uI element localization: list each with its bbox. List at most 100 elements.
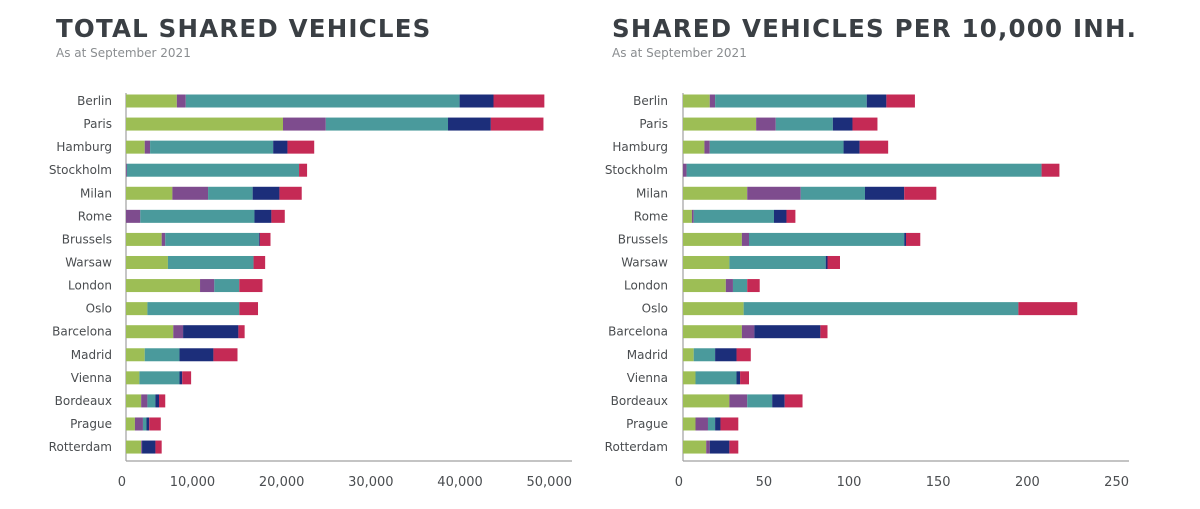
x-tick-label: 150 bbox=[926, 475, 951, 490]
bar-segment-green bbox=[126, 94, 177, 108]
bar-segment-red bbox=[259, 232, 271, 246]
category-label: Rome bbox=[634, 209, 668, 223]
x-tick-label: 200 bbox=[1015, 475, 1040, 490]
category-label: Hamburg bbox=[612, 140, 668, 154]
bar-segment-navy bbox=[179, 371, 183, 385]
bar-segment-purple bbox=[144, 140, 151, 154]
x-tick-label: 0 bbox=[118, 475, 126, 490]
category-label: Madrid bbox=[71, 348, 112, 362]
bar-segment-navy bbox=[736, 371, 741, 385]
category-label: London bbox=[68, 279, 112, 293]
bar-segment-navy bbox=[825, 255, 828, 269]
category-label: Berlin bbox=[633, 94, 668, 108]
category-label: London bbox=[624, 279, 668, 293]
bar-segment-green bbox=[126, 117, 283, 131]
bar-segment-teal bbox=[729, 255, 826, 269]
category-label: Prague bbox=[70, 417, 112, 431]
bar-segment-purple bbox=[756, 117, 776, 131]
bar-segment-teal bbox=[800, 186, 865, 200]
bar-segment-red bbox=[159, 394, 166, 408]
bar-segment-purple bbox=[741, 232, 750, 246]
bar-segment-purple bbox=[126, 163, 127, 177]
bar-segment-green bbox=[126, 417, 135, 431]
category-label: Hamburg bbox=[56, 140, 112, 154]
bar-segment-navy bbox=[866, 94, 887, 108]
bar-segment-green bbox=[683, 348, 694, 362]
bar-segment-red bbox=[155, 440, 162, 454]
category-label: Brussels bbox=[62, 232, 112, 246]
bar-segment-purple bbox=[691, 209, 694, 223]
bar-segment-purple bbox=[725, 279, 733, 293]
bar-segment-teal bbox=[142, 417, 147, 431]
bar-segment-teal bbox=[139, 371, 180, 385]
bar-segment-teal bbox=[147, 302, 240, 316]
bar-segment-red bbox=[827, 255, 840, 269]
bar-segment-green bbox=[683, 140, 705, 154]
x-tick-label: 40,000 bbox=[437, 475, 483, 490]
chart-title: TOTAL SHARED VEHICLES bbox=[56, 14, 432, 43]
bar-segment-red bbox=[786, 209, 796, 223]
bar-segment-navy bbox=[715, 417, 721, 431]
category-label: Barcelona bbox=[608, 325, 668, 339]
category-label: Warsaw bbox=[621, 255, 668, 269]
bar-segment-teal bbox=[749, 232, 905, 246]
bar-segment-teal bbox=[743, 302, 1019, 316]
bar-segment-purple bbox=[126, 209, 141, 223]
category-label: Madrid bbox=[627, 348, 668, 362]
bar-segment-red bbox=[1018, 302, 1078, 316]
bar-segment-navy bbox=[772, 394, 785, 408]
bar-segment-purple bbox=[729, 394, 748, 408]
bar-segment-purple bbox=[706, 440, 710, 454]
bar-segment-red bbox=[729, 440, 739, 454]
category-label: Prague bbox=[626, 417, 668, 431]
bar-segment-purple bbox=[747, 186, 801, 200]
bar-segment-green bbox=[126, 394, 142, 408]
bar-segment-red bbox=[149, 417, 161, 431]
bar-segment-navy bbox=[258, 232, 260, 246]
bar-segment-green bbox=[126, 279, 201, 293]
bar-segment-red bbox=[1041, 163, 1060, 177]
category-label: Vienna bbox=[627, 371, 668, 385]
bar-segment-red bbox=[279, 186, 302, 200]
bar-segment-navy bbox=[904, 232, 906, 246]
bar-segment-teal bbox=[325, 117, 449, 131]
bar-segment-navy bbox=[183, 325, 239, 339]
category-label: Warsaw bbox=[65, 255, 112, 269]
bar-segment-teal bbox=[185, 94, 460, 108]
total-vehicles-panel: TOTAL SHARED VEHICLES As at September 20… bbox=[49, 14, 572, 490]
bar-segment-green bbox=[683, 232, 742, 246]
bar-segment-navy bbox=[179, 348, 214, 362]
x-tick-label: 50 bbox=[756, 475, 773, 490]
bar-segment-purple bbox=[176, 94, 186, 108]
bar-segment-red bbox=[784, 394, 803, 408]
bar-segment-navy bbox=[252, 186, 280, 200]
bar-segment-green bbox=[683, 302, 744, 316]
bar-segment-purple bbox=[173, 325, 184, 339]
bar-segment-purple bbox=[161, 232, 166, 246]
bar-segment-red bbox=[490, 117, 544, 131]
bar-segment-red bbox=[906, 232, 921, 246]
bar-segment-navy bbox=[715, 348, 737, 362]
bar-segment-teal bbox=[775, 117, 833, 131]
bar-segment-red bbox=[904, 186, 937, 200]
bar-segment-green bbox=[126, 371, 140, 385]
bar-segment-red bbox=[820, 325, 828, 339]
bar-segment-green bbox=[683, 371, 696, 385]
bar-segment-red bbox=[213, 348, 238, 362]
x-tick-label: 100 bbox=[837, 475, 862, 490]
total-vehicles-chart: 0 10,000 20,000 30,000 40,000 50,000 Berlin Par… bbox=[49, 93, 572, 490]
bar-segment-teal bbox=[709, 140, 844, 154]
bar-segment-red bbox=[253, 255, 266, 269]
bar-segment-red bbox=[238, 325, 245, 339]
bar-segment-teal bbox=[208, 186, 253, 200]
bar-segment-red bbox=[852, 117, 878, 131]
bar-segment-purple bbox=[172, 186, 209, 200]
category-label: Milan bbox=[80, 186, 112, 200]
bar-segment-green bbox=[126, 140, 145, 154]
category-label: Barcelona bbox=[52, 325, 112, 339]
bar-segment-navy bbox=[146, 417, 150, 431]
bar-segment-green bbox=[683, 117, 757, 131]
bar-segment-red bbox=[239, 279, 263, 293]
bar-segment-navy bbox=[843, 140, 860, 154]
bar-segment-navy bbox=[459, 94, 494, 108]
